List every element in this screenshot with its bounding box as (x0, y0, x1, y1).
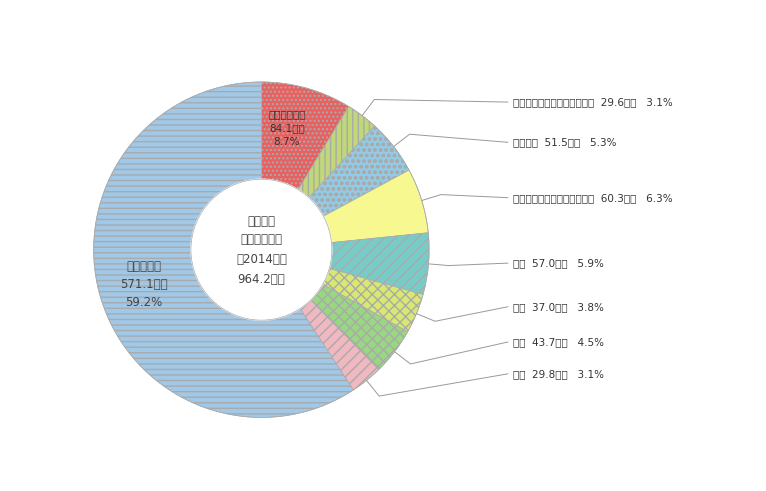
Text: 建設（除電気通信施設建設）  60.3兆円   6.3%: 建設（除電気通信施設建設） 60.3兆円 6.3% (513, 192, 673, 203)
Text: 964.2兆円: 964.2兆円 (237, 273, 285, 286)
Wedge shape (93, 82, 353, 417)
Wedge shape (261, 82, 349, 190)
Text: 小売  37.0兆円   3.8%: 小売 37.0兆円 3.8% (513, 302, 604, 312)
Wedge shape (322, 269, 423, 332)
Wedge shape (309, 126, 409, 216)
Text: 情報通信産業
84.1兆円
8.7%: 情報通信産業 84.1兆円 8.7% (268, 109, 306, 147)
Circle shape (191, 179, 332, 320)
Text: 運輸  43.7兆円   4.5%: 運輸 43.7兆円 4.5% (513, 337, 604, 347)
Text: 輸送機械  51.5兆円   5.3%: 輸送機械 51.5兆円 5.3% (513, 137, 617, 147)
Text: （2014年）: （2014年） (236, 253, 286, 266)
Text: その他産業
571.1兆円
59.2%: その他産業 571.1兆円 59.2% (120, 260, 168, 309)
Wedge shape (329, 233, 429, 295)
Wedge shape (311, 284, 408, 370)
Text: 電気機械（除情報通信機器）  29.6兆円   3.1%: 電気機械（除情報通信機器） 29.6兆円 3.1% (513, 97, 673, 107)
Text: 鉄鋼  29.8兆円   3.1%: 鉄鋼 29.8兆円 3.1% (513, 369, 604, 379)
Text: 名目市場規模: 名目市場規模 (241, 233, 283, 246)
Wedge shape (298, 107, 375, 198)
Text: 全産業の: 全産業の (247, 215, 276, 228)
Wedge shape (300, 300, 378, 390)
Text: 卸売  57.0兆円   5.9%: 卸売 57.0兆円 5.9% (513, 258, 604, 268)
Wedge shape (323, 170, 428, 243)
